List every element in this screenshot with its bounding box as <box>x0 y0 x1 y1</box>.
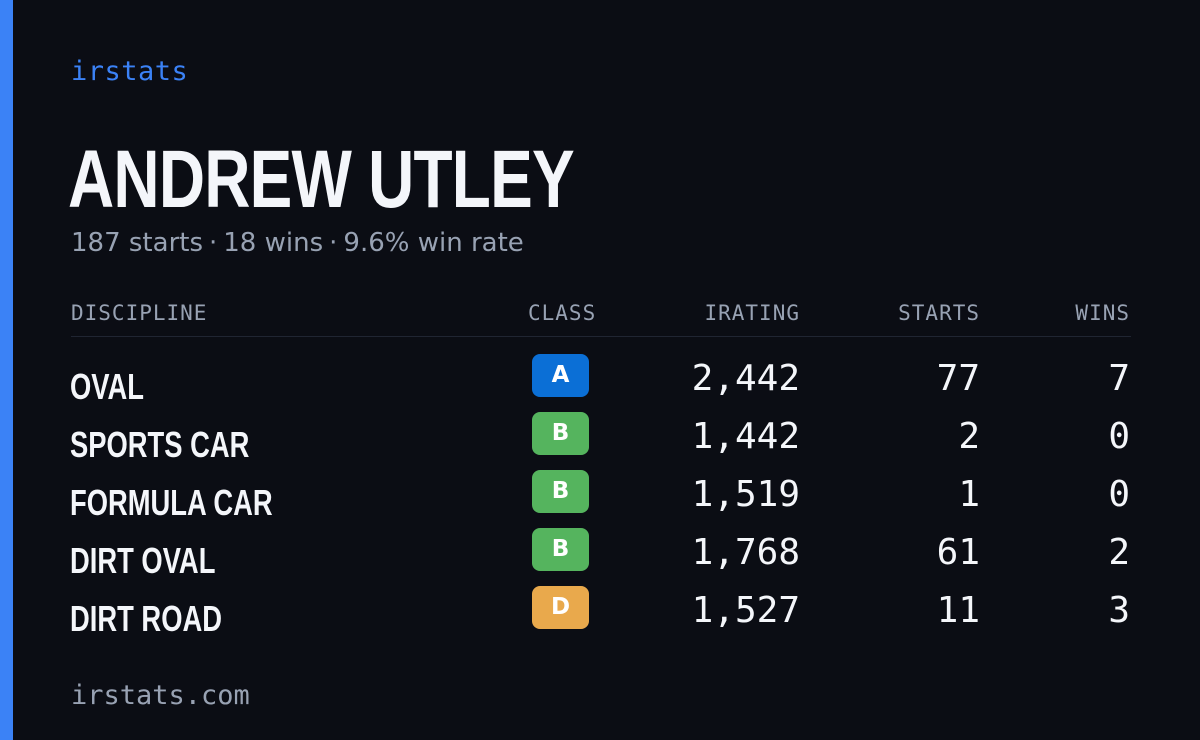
footer-url[interactable]: irstats.com <box>71 680 250 711</box>
starts-cell: 2 <box>958 416 980 457</box>
starts-cell: 1 <box>958 474 980 515</box>
class-badge: B <box>532 528 589 571</box>
accent-bar <box>0 0 13 740</box>
header-discipline: DISCIPLINE <box>71 301 208 325</box>
discipline-cell: DIRT OVAL <box>70 540 216 581</box>
discipline-cell: SPORTS CAR <box>70 424 250 465</box>
starts-cell: 11 <box>936 590 980 631</box>
win-rate-summary: 9.6% win rate <box>343 228 524 258</box>
class-badge: A <box>532 354 589 397</box>
irating-cell: 1,519 <box>691 474 800 515</box>
header-starts: STARTS <box>898 301 980 325</box>
table-row: OVAL A 2,442 77 7 <box>0 354 1200 415</box>
wins-cell: 2 <box>1108 532 1130 573</box>
wins-summary: 18 wins <box>223 228 324 258</box>
brand-logo-text[interactable]: irstats <box>71 56 189 87</box>
header-divider <box>71 336 1131 337</box>
header-wins: WINS <box>1075 301 1130 325</box>
driver-name: ANDREW UTLEY <box>68 134 575 225</box>
discipline-cell: FORMULA CAR <box>70 482 273 523</box>
discipline-cell: OVAL <box>70 366 144 407</box>
table-row: SPORTS CAR B 1,442 2 0 <box>0 412 1200 473</box>
wins-cell: 0 <box>1108 474 1130 515</box>
wins-cell: 0 <box>1108 416 1130 457</box>
starts-summary: 187 starts <box>71 228 203 258</box>
starts-cell: 61 <box>936 532 980 573</box>
irating-cell: 1,527 <box>691 590 800 631</box>
table-row: DIRT ROAD D 1,527 11 3 <box>0 586 1200 647</box>
irating-cell: 1,442 <box>691 416 800 457</box>
header-irating: IRATING <box>704 301 800 325</box>
summary-separator: · <box>209 228 218 258</box>
wins-cell: 7 <box>1108 358 1130 399</box>
discipline-cell: DIRT ROAD <box>70 598 222 639</box>
class-badge: B <box>532 470 589 513</box>
irating-cell: 1,768 <box>691 532 800 573</box>
starts-cell: 77 <box>936 358 980 399</box>
table-row: DIRT OVAL B 1,768 61 2 <box>0 528 1200 589</box>
irating-cell: 2,442 <box>691 358 800 399</box>
driver-summary: 187 starts · 18 wins · 9.6% win rate <box>71 228 524 258</box>
class-badge: D <box>532 586 589 629</box>
table-row: FORMULA CAR B 1,519 1 0 <box>0 470 1200 531</box>
class-badge: B <box>532 412 589 455</box>
summary-separator: · <box>329 228 338 258</box>
wins-cell: 3 <box>1108 590 1130 631</box>
header-class: CLASS <box>528 301 597 325</box>
